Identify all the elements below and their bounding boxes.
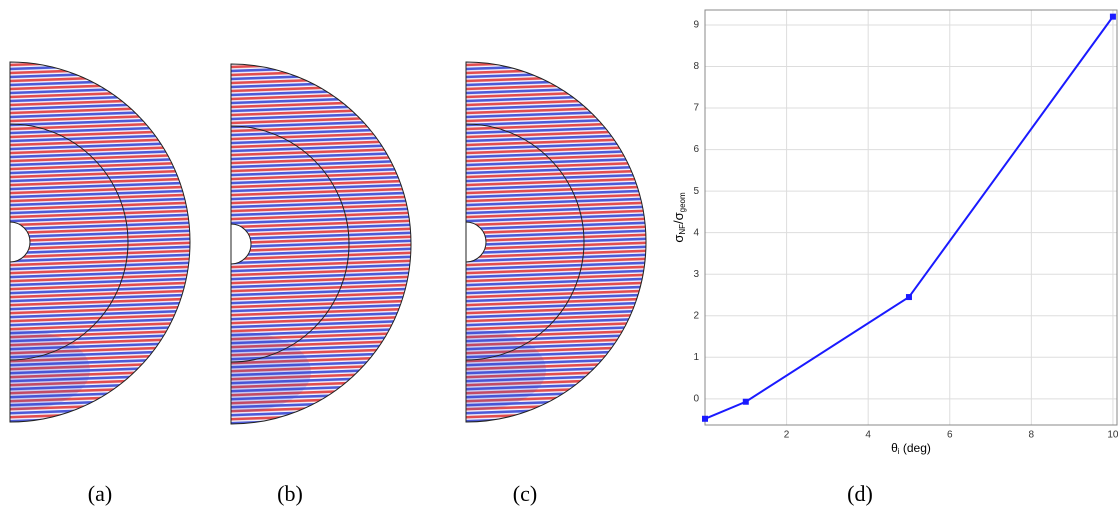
data-point: [1109, 13, 1116, 20]
y-tick-label: 5: [693, 186, 699, 197]
y-tick-label: 1: [693, 352, 699, 363]
y-axis-label: σNF/σgeom: [671, 192, 687, 243]
data-point: [905, 294, 912, 301]
panel-label: (c): [513, 481, 537, 506]
y-label-part: NF: [678, 224, 687, 235]
x-tick-label: 2: [784, 430, 790, 441]
y-tick-label: 6: [693, 144, 699, 155]
panel-label: (b): [277, 481, 303, 506]
x-label-part: i: [898, 447, 900, 456]
x-tick-label: 8: [1029, 430, 1035, 441]
field-panel-c: [406, 62, 646, 422]
y-tick-label: 2: [693, 310, 699, 321]
data-line: [704, 16, 1114, 420]
field-panel-b: [171, 64, 411, 424]
y-tick-label: 0: [693, 393, 699, 404]
y-tick-label: 7: [693, 103, 699, 114]
line-chart: 0 1 2 3 4 5 6 7 8 9 2 4 6 8 10 θi (deg) σNF/σgeom: [671, 9, 1119, 456]
y-tick-label: 3: [693, 269, 699, 280]
y-tick-label: 8: [693, 61, 699, 72]
x-label-part: (deg): [900, 441, 931, 455]
x-tick-label: 6: [947, 430, 953, 441]
panel-label: (d): [847, 481, 873, 506]
field-panel-a: [0, 62, 190, 422]
data-point: [702, 415, 708, 422]
x-label-part: θ: [891, 441, 898, 455]
y-tick-label: 9: [693, 20, 699, 31]
x-tick-label: 4: [865, 430, 871, 441]
panel-label: (a): [88, 481, 112, 506]
y-tick-label: 4: [693, 227, 699, 238]
y-label-part: /σ: [671, 212, 686, 224]
y-label-part: geom: [678, 192, 687, 212]
x-tick-label: 10: [1107, 430, 1119, 441]
data-point: [742, 398, 749, 405]
x-axis-label: θi (deg): [891, 441, 931, 456]
plot-frame: [704, 9, 1118, 426]
y-label-part: σ: [671, 235, 686, 243]
